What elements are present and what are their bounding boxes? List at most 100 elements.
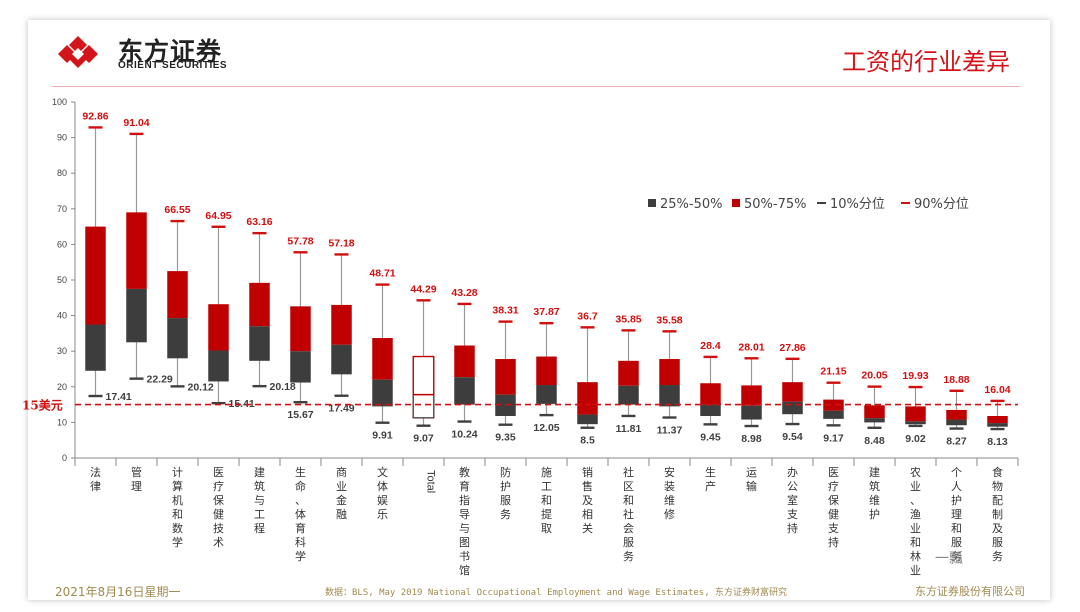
box-upper [741,385,762,406]
p90-label: 35.58 [656,314,682,326]
p90-label: 91.04 [123,117,149,129]
box-upper [864,405,885,419]
p90-label: 64.95 [205,210,231,222]
p90-label: 28.01 [738,341,764,353]
legend-entry: 10%分位 [830,197,885,212]
y-tick-label: 90 [57,133,67,143]
slide-frame [28,20,1050,600]
box-upper [331,304,352,345]
x-category-label: 管理 [131,465,142,493]
watermark: 一瓢 [935,551,963,567]
x-category-label: 安装维修 [664,465,675,521]
p90-label: 43.28 [451,287,477,299]
reference-line-label: 15美元 [22,398,63,413]
y-tick-label: 50 [57,275,67,285]
legend-swatch-upper [732,199,740,207]
box-upper [823,399,844,411]
footer-date: 2021年8月16日星期一 [55,585,181,599]
p90-label: 57.78 [287,235,313,247]
orient-logo-icon [58,36,98,68]
box-upper [987,415,1008,424]
x-category-label: 建筑维护 [869,465,880,521]
legend-entry: 90%分位 [914,197,969,212]
x-category-label: 生命、体育科学 [295,465,306,563]
x-category-label: 社区和社会服务 [623,465,634,563]
x-category-label: 农业、渔业和林业 [910,465,921,577]
header-divider [52,86,1020,87]
box-lower [700,404,721,416]
y-tick-label: 40 [57,311,67,321]
x-category-label: 医疗保健技术 [213,466,224,549]
box-upper [946,409,967,420]
p90-label: 27.86 [779,342,805,354]
box-lower [905,421,926,425]
p10-label: 9.54 [782,431,803,443]
box-upper [536,356,557,386]
box-upper [700,383,721,405]
box-lower [331,344,352,375]
p90-label: 57.18 [328,237,354,249]
p10-label: 20.18 [270,381,296,393]
box-lower [741,405,762,420]
p90-label: 19.93 [902,370,928,382]
page-title: 工资的行业差异 [842,48,1010,76]
box-lower [208,350,229,382]
p90-label: 18.88 [943,374,969,386]
y-tick-label: 20 [57,382,67,392]
box-lower [372,379,393,407]
legend-swatch-lower [648,199,656,207]
p10-label: 8.48 [864,435,885,447]
box-lower [454,377,475,405]
box-lower [412,394,435,419]
p10-label: 17.41 [106,391,132,403]
box-upper [372,338,393,380]
p90-label: 35.85 [615,313,641,325]
x-category-label: 办公室支持 [787,466,798,535]
p90-label: 36.7 [577,310,598,322]
p10-label: 22.29 [147,374,173,386]
p90-label: 48.71 [369,268,395,280]
x-category-label: 销售及相关 [582,465,593,535]
box-upper [782,382,803,402]
p90-label: 66.55 [164,204,190,216]
x-category-label: 建筑与工程 [254,465,265,535]
p10-label: 11.81 [616,423,642,435]
box-upper [85,226,106,325]
y-tick-label: 100 [52,97,67,107]
p10-label: 9.02 [905,433,926,445]
p10-label: 8.13 [987,436,1008,448]
x-category-label: Total [425,470,437,493]
y-tick-label: 70 [57,204,67,214]
p10-label: 10.24 [451,429,477,441]
p10-label: 20.12 [188,381,214,393]
box-lower [85,324,106,371]
p10-label: 8.27 [946,436,967,448]
x-category-label: 个人护理和服务 [951,466,962,563]
logo-text-en: ORIENT SECURITIES [118,60,228,71]
logo-text-cn: 东方证券 [118,37,223,66]
x-category-label: 商业金融 [336,465,347,521]
x-category-label: 运输 [746,466,757,493]
x-category-label: 教育指导与图书馆 [459,466,470,577]
p10-label: 8.98 [741,433,762,445]
p90-label: 63.16 [246,216,272,228]
p90-label: 92.86 [82,110,108,122]
p90-label: 44.29 [410,283,436,295]
x-category-label: 医疗保健支持 [828,466,839,549]
box-upper [577,382,598,415]
p10-label: 9.07 [413,433,434,445]
y-tick-label: 30 [57,346,67,356]
p10-label: 9.35 [495,432,516,444]
box-upper [249,282,270,327]
y-tick-label: 60 [57,239,67,249]
box-lower [864,418,885,423]
x-category-label: 计算机和数学 [172,466,183,549]
p10-label: 11.37 [657,425,683,437]
box-upper [454,345,475,378]
box-lower [249,326,270,361]
y-tick-label: 0 [62,453,67,463]
box-lower [659,385,680,407]
box-lower [987,423,1008,427]
p10-label: 15.41 [229,398,255,410]
x-category-label: 生产 [705,465,716,493]
